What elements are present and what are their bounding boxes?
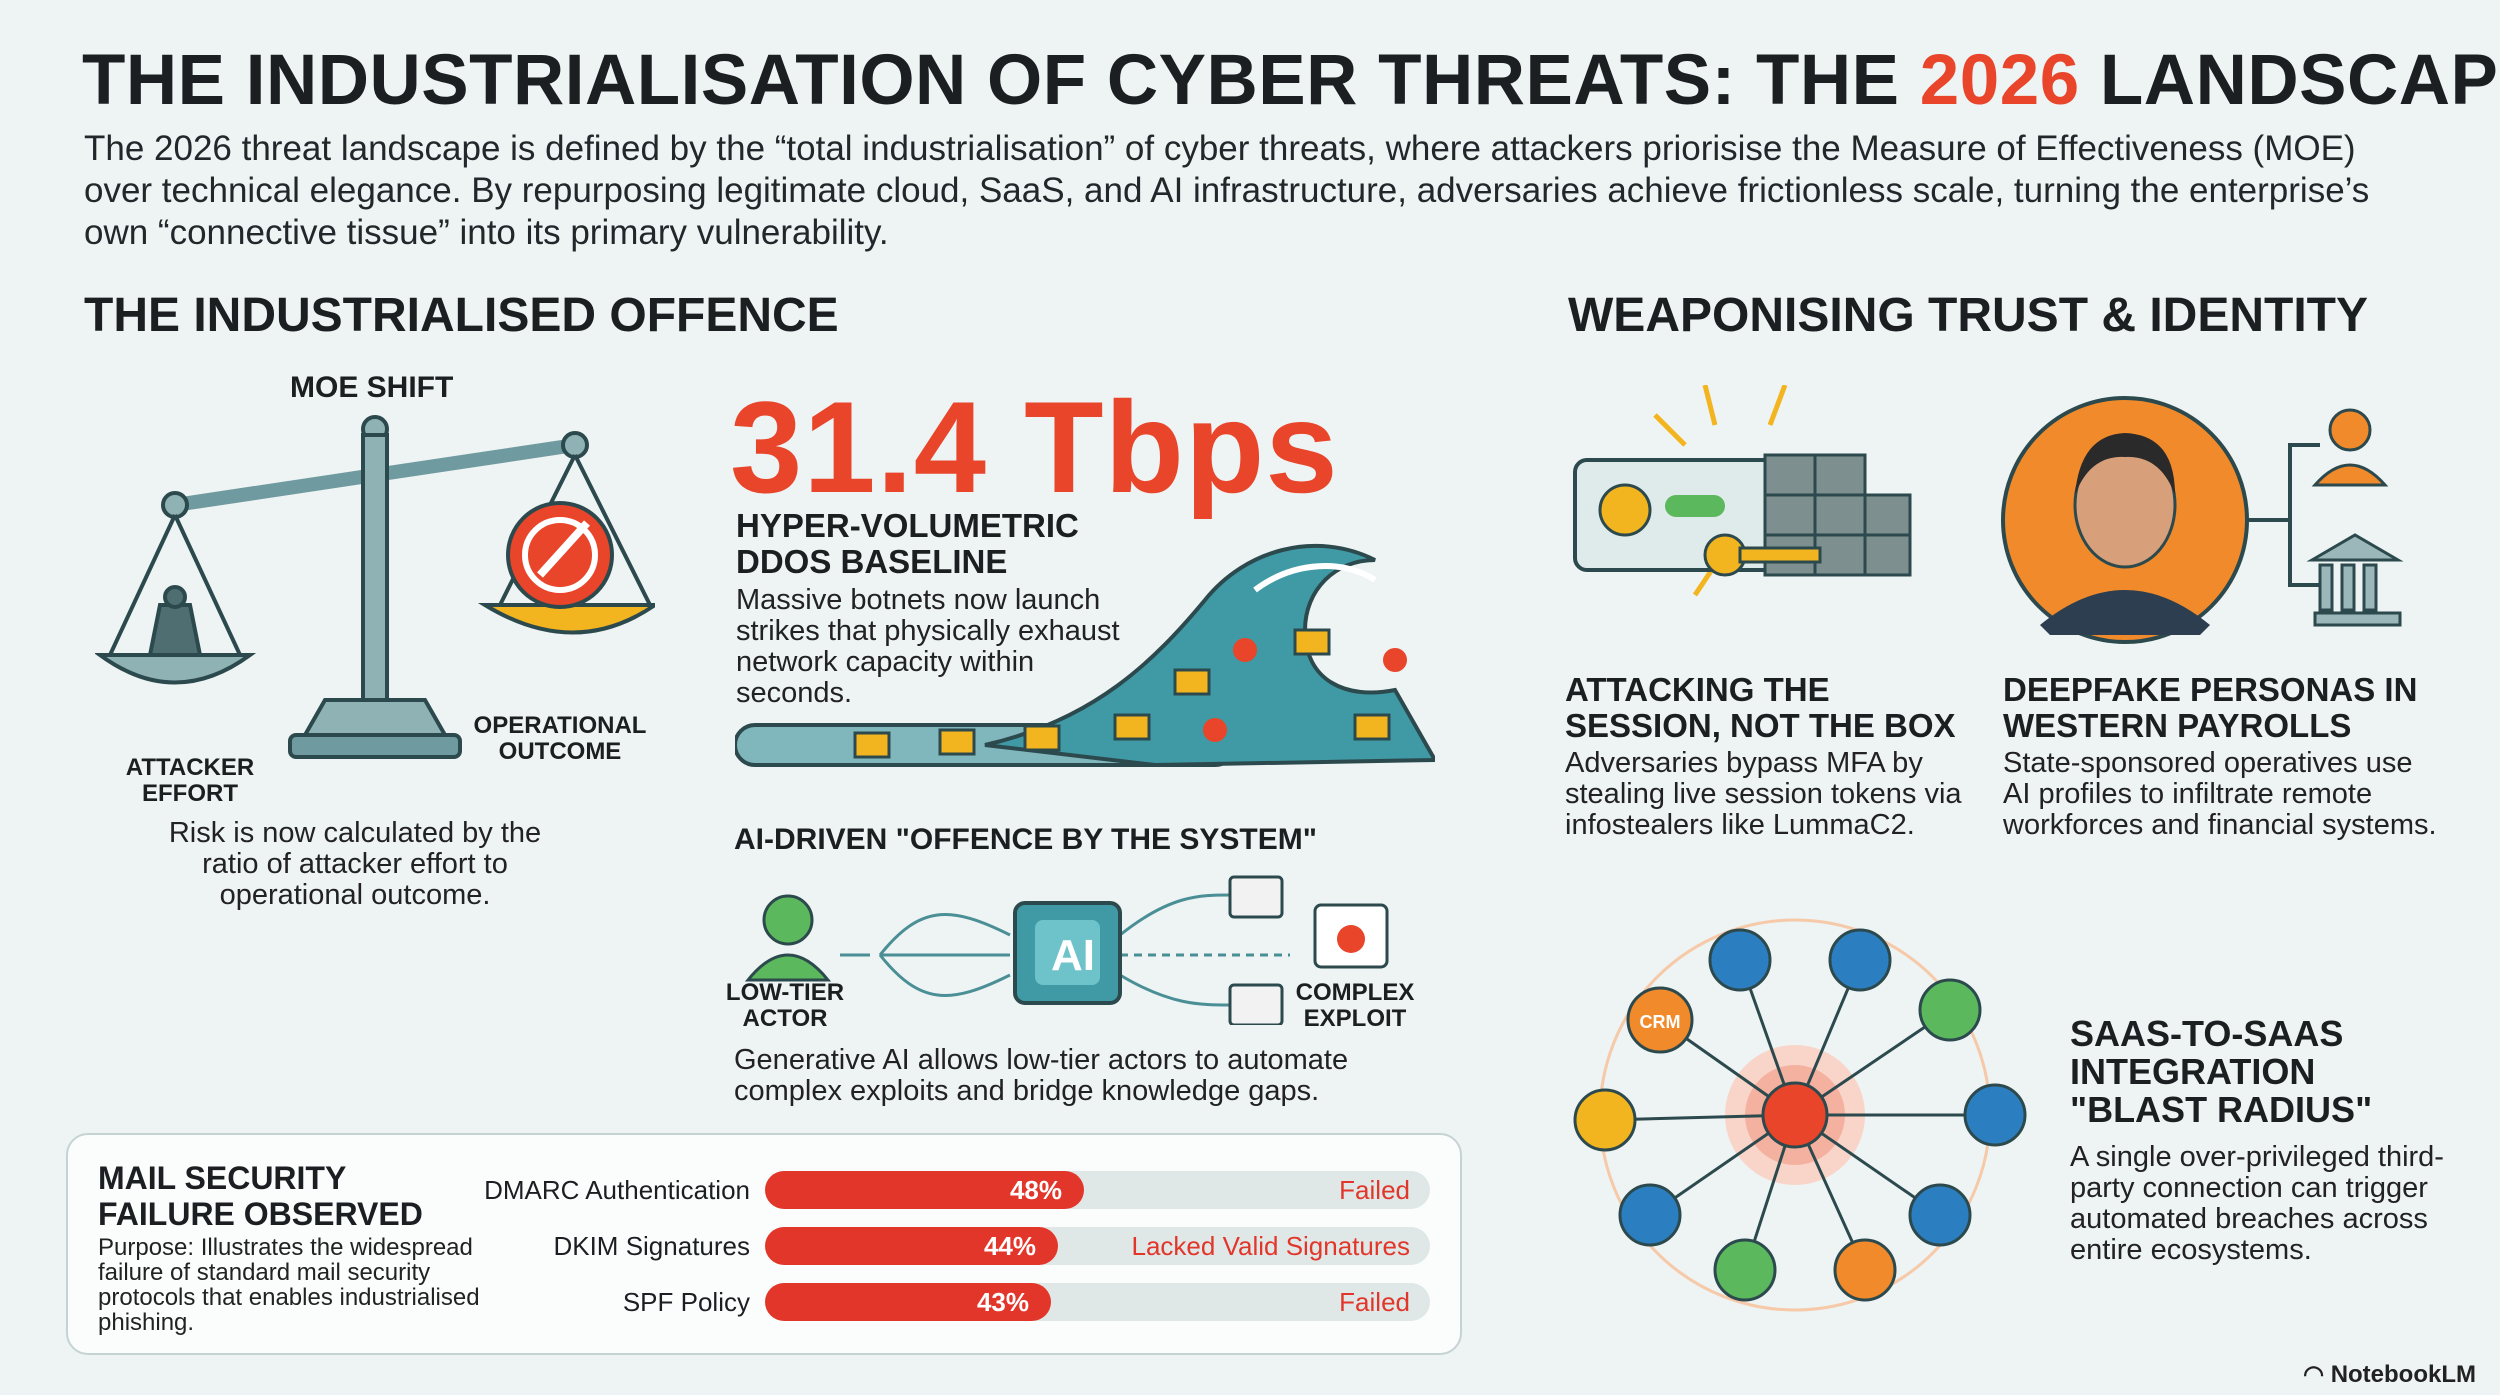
mail-title: MAIL SECURITY FAILURE OBSERVED bbox=[98, 1160, 423, 1232]
wave-pipe-icon bbox=[735, 543, 1435, 768]
attacker-effort-label: ATTACKER EFFORT bbox=[125, 754, 255, 807]
brand-text: NotebookLM bbox=[2330, 1361, 2476, 1388]
deepfake-persona-icon bbox=[2001, 396, 2404, 644]
mail-bar-outcome: Failed bbox=[1339, 1287, 1410, 1317]
ai-body: Generative AI allows low-tier actors to … bbox=[734, 1044, 1349, 1107]
operational-outcome-label: OPERATIONAL OUTCOME bbox=[473, 712, 647, 765]
mail-bar-fill: 43% bbox=[765, 1283, 1051, 1321]
deepfake-body: State-sponsored operatives use AI profil… bbox=[2003, 747, 2437, 841]
saas-network-icon bbox=[1573, 918, 2027, 1312]
title-text: THE INDUSTRIALISATION OF CYBER THREATS: … bbox=[82, 41, 1920, 120]
session-title: ATTACKING THE SESSION, NOT THE BOX bbox=[1565, 671, 1956, 744]
crm-node-label: CRM bbox=[1639, 1012, 1681, 1032]
ai-title: AI-DRIVEN "OFFENCE BY THE SYSTEM" bbox=[734, 823, 1317, 856]
mail-bar-outcome: Failed bbox=[1339, 1175, 1410, 1205]
intro-paragraph: The 2026 threat landscape is defined by … bbox=[84, 129, 2370, 252]
complex-exploit-label: COMPLEX EXPLOIT bbox=[1295, 979, 1415, 1032]
saas-body: A single over-privileged third-party con… bbox=[2070, 1141, 2444, 1266]
trust-heading: WEAPONISING TRUST & IDENTITY bbox=[1568, 289, 2369, 342]
ddos-body: Massive botnets now launch strikes that … bbox=[736, 584, 1120, 709]
low-tier-actor-label: LOW-TIER ACTOR bbox=[725, 979, 845, 1032]
moe-label: MOE SHIFT bbox=[290, 371, 454, 404]
deepfake-title: DEEPFAKE PERSONAS IN WESTERN PAYROLLS bbox=[2003, 671, 2418, 744]
balance-scale-icon bbox=[95, 415, 655, 759]
brand-label: ◠ NotebookLM bbox=[2303, 1361, 2476, 1388]
mail-bar-fill: 44% bbox=[765, 1227, 1058, 1265]
mail-bar-label: SPF Policy bbox=[622, 1287, 750, 1317]
mail-bar-outcome: Lacked Valid Signatures bbox=[1131, 1231, 1410, 1261]
mail-bar-fill: 48% bbox=[765, 1171, 1084, 1209]
mail-purpose: Purpose: Illustrates the widespread fail… bbox=[98, 1234, 480, 1336]
moe-caption: Risk is now calculated by the ratio of a… bbox=[168, 817, 542, 911]
saas-title: SAAS-TO-SAAS INTEGRATION "BLAST RADIUS" bbox=[2070, 1013, 2373, 1130]
page-title: THE INDUSTRIALISATION OF CYBER THREATS: … bbox=[82, 40, 2500, 121]
title-year: 2026 bbox=[1919, 41, 2080, 120]
mail-bar-label: DMARC Authentication bbox=[484, 1175, 750, 1205]
ai-flow-diagram bbox=[744, 875, 1389, 1025]
title-text-end: LANDSCAPE bbox=[2079, 41, 2500, 120]
session-key-icon bbox=[1573, 385, 1912, 597]
offence-heading: THE INDUSTRIALISED OFFENCE bbox=[84, 289, 839, 342]
ai-chip-label: AI bbox=[1051, 931, 1095, 980]
ddos-stat: 31.4 Tbps bbox=[730, 374, 1339, 520]
mail-bar-label: DKIM Signatures bbox=[553, 1231, 750, 1261]
ddos-title: HYPER-VOLUMETRIC DDOS BASELINE bbox=[736, 507, 1079, 580]
session-body: Adversaries bypass MFA by stealing live … bbox=[1565, 747, 1962, 841]
